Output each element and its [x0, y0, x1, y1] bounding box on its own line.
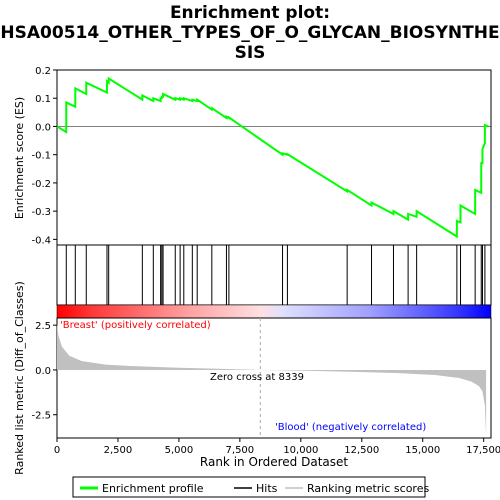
- legend-profile-label: Enrichment profile: [102, 482, 204, 495]
- hits-panel-frame: [56, 244, 492, 306]
- chart-title-line-1: Enrichment plot:: [170, 3, 330, 23]
- metric-y-tick-label: 0.0: [35, 366, 51, 377]
- legend-frame: [72, 476, 426, 498]
- x-tick-label: 2,500: [104, 445, 133, 456]
- x-tick-label: 7,500: [226, 445, 255, 456]
- x-tick-label: 10,000: [283, 445, 318, 456]
- zero-cross-label: Zero cross at 8339: [210, 372, 304, 383]
- chart-title-line-2: HSA00514_OTHER_TYPES_OF_O_GLYCAN_BIOSYNT…: [0, 23, 499, 43]
- positive-class-label: 'Breast' (positively correlated): [60, 320, 211, 331]
- metric-y-tick-label: 2.5: [35, 321, 51, 332]
- es-y-tick-label: -0.1: [31, 151, 51, 162]
- metric-y-axis-label: Ranked list metric (Diff_of_Classes): [13, 281, 26, 475]
- es-y-tick-label: 0.0: [35, 122, 51, 133]
- legend: Enrichment profile Hits Ranking metric s…: [72, 476, 429, 498]
- hit-marks: [65, 245, 486, 305]
- es-y-axis: 0.2 0.1 0.0 -0.1 -0.2 -0.3 -0.4: [31, 66, 57, 246]
- metric-panel-frame: [56, 317, 492, 439]
- es-y-tick-label: -0.3: [31, 207, 51, 218]
- es-y-tick-label: 0.2: [35, 66, 51, 77]
- es-y-tick-label: 0.1: [35, 94, 51, 105]
- rank-color-bar: [56, 304, 492, 319]
- es-panel-frame: [56, 69, 492, 246]
- metric-y-tick-label: -2.5: [31, 411, 51, 422]
- x-tick-label: 0: [54, 445, 60, 456]
- legend-metric-label: Ranking metric scores: [307, 482, 429, 495]
- enrichment-profile-line: [56, 76, 489, 239]
- metric-y-axis: 2.5 0.0 -2.5: [31, 321, 57, 422]
- x-tick-label: 17,500: [466, 445, 500, 456]
- es-y-tick-label: -0.2: [31, 179, 51, 190]
- x-axis: 0 2,500 5,000 7,500 10,000 12,500 15,000 17,500: [54, 438, 500, 456]
- chart-title-line-3: SIS: [235, 43, 266, 63]
- es-y-tick-label: -0.4: [31, 235, 51, 246]
- x-tick-label: 5,000: [165, 445, 194, 456]
- legend-hits-label: Hits: [256, 482, 278, 495]
- es-y-axis-label: Enrichment score (ES): [13, 97, 26, 219]
- x-tick-label: 15,000: [405, 445, 440, 456]
- x-tick-label: 12,500: [344, 445, 379, 456]
- negative-class-label: 'Blood' (negatively correlated): [275, 422, 426, 433]
- x-axis-label: Rank in Ordered Dataset: [200, 455, 348, 469]
